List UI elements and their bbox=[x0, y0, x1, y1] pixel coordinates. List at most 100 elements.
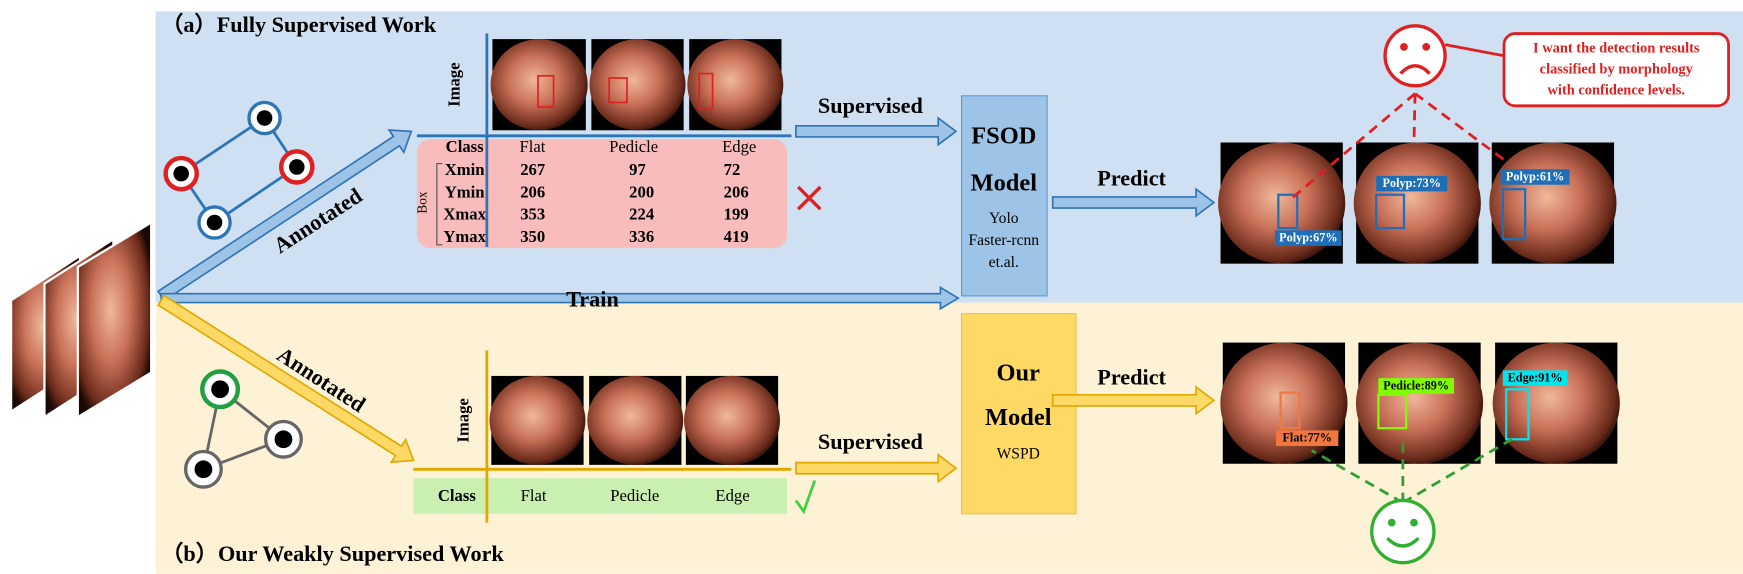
endoscopy-view bbox=[587, 375, 684, 465]
table-cell: Ymax bbox=[443, 227, 486, 246]
links bbox=[1288, 92, 1513, 504]
cross bbox=[796, 185, 822, 211]
det-box bbox=[1501, 188, 1527, 241]
endoscopy-view bbox=[489, 375, 586, 465]
det-label-bg bbox=[1378, 378, 1454, 394]
det-label: Edge:91% bbox=[1508, 371, 1563, 385]
endoscopy-view bbox=[1492, 342, 1620, 464]
table-cell: 200 bbox=[629, 182, 654, 201]
endoscopy-view bbox=[1489, 142, 1617, 264]
table-cell: Edge bbox=[715, 486, 749, 505]
fsod-box bbox=[960, 95, 1048, 297]
callout bbox=[1502, 32, 1730, 108]
table-cell: Class bbox=[438, 486, 476, 505]
endoscopy-view bbox=[589, 39, 686, 131]
arrow bbox=[1051, 187, 1216, 218]
det-box bbox=[1377, 393, 1408, 430]
method: et.al. bbox=[989, 254, 1019, 271]
table-header: Flat bbox=[519, 137, 545, 156]
table-cell: Xmax bbox=[443, 205, 486, 224]
det-label: Pedicle:89% bbox=[1383, 378, 1449, 392]
predict-label: Predict bbox=[1097, 364, 1166, 389]
det-label-bg bbox=[1500, 169, 1570, 185]
table-cell: 353 bbox=[520, 205, 545, 224]
callout-pointer bbox=[1444, 43, 1505, 58]
method: Faster-rcnn bbox=[969, 232, 1040, 249]
det-label: Flat:77% bbox=[1282, 431, 1332, 445]
method: Yolo bbox=[989, 210, 1019, 227]
det-label-bg bbox=[1275, 230, 1342, 246]
gt-box bbox=[537, 74, 555, 108]
table-header: Class bbox=[446, 137, 484, 156]
table-cell: 224 bbox=[629, 205, 655, 224]
image-label: Image bbox=[445, 62, 464, 106]
callout-text: I want the detection results bbox=[1533, 40, 1700, 56]
table-bg bbox=[416, 139, 788, 249]
arrow bbox=[795, 453, 958, 484]
table-cell: 350 bbox=[520, 227, 545, 246]
stack-image bbox=[76, 220, 153, 420]
bracket bbox=[436, 163, 443, 246]
graph-top bbox=[163, 100, 315, 240]
train-label: Train bbox=[566, 287, 619, 312]
table-header: Pedicle bbox=[609, 137, 658, 156]
table-cell: 267 bbox=[520, 160, 545, 179]
table-cell: 336 bbox=[629, 227, 654, 246]
happy-face bbox=[1370, 498, 1436, 565]
endoscopy-view bbox=[490, 39, 588, 131]
model-name: FSOD bbox=[971, 123, 1036, 150]
callout-text: with confidence levels. bbox=[1548, 83, 1686, 99]
arrow bbox=[1051, 385, 1216, 416]
gt-box bbox=[698, 72, 714, 110]
gt-box bbox=[608, 77, 628, 104]
det-box bbox=[1505, 388, 1530, 441]
predict-label: Predict bbox=[1097, 165, 1166, 190]
model-name: Model bbox=[971, 169, 1038, 196]
det-label-bg bbox=[1276, 430, 1339, 446]
callout-text: classified by morphology bbox=[1540, 62, 1694, 78]
det-label: Polyp:61% bbox=[1506, 169, 1564, 183]
arrow bbox=[795, 116, 958, 147]
image-label: Image bbox=[453, 398, 472, 442]
model-name: Model bbox=[985, 404, 1052, 431]
arrow bbox=[160, 285, 960, 311]
box-label: Box bbox=[415, 191, 430, 214]
table-cell: Ymin bbox=[445, 182, 486, 201]
det-box bbox=[1277, 193, 1299, 230]
table-cell: Flat bbox=[521, 486, 547, 505]
graph-bottom bbox=[183, 369, 303, 489]
endoscopy-view bbox=[687, 39, 784, 131]
sad-face bbox=[1383, 24, 1447, 88]
det-box bbox=[1279, 391, 1301, 430]
det-label: Polyp:73% bbox=[1383, 176, 1441, 190]
supervised-label: Supervised bbox=[818, 429, 924, 454]
table-cell: 199 bbox=[724, 205, 749, 224]
table-cell: Xmin bbox=[445, 160, 486, 179]
method: WSPD bbox=[997, 445, 1040, 462]
endoscopy-view bbox=[1355, 342, 1484, 464]
table-cell: 419 bbox=[724, 227, 749, 246]
table-cell: 206 bbox=[724, 182, 749, 201]
model-name: Our bbox=[997, 359, 1041, 386]
table-cell: 72 bbox=[724, 160, 741, 179]
det-label-bg bbox=[1502, 370, 1568, 386]
our-box bbox=[960, 313, 1077, 515]
det-label: Polyp:67% bbox=[1279, 230, 1337, 244]
arrow bbox=[157, 294, 415, 464]
table-header: Edge bbox=[722, 137, 756, 156]
top-title: （a）Fully Supervised Work bbox=[161, 12, 437, 37]
table-cell: Pedicle bbox=[610, 486, 659, 505]
endoscopy-view bbox=[684, 375, 780, 465]
supervised-label: Supervised bbox=[818, 93, 924, 118]
bottom-title: （b）Our Weakly Supervised Work bbox=[161, 541, 504, 566]
det-box bbox=[1375, 193, 1406, 230]
endoscopy-view bbox=[1353, 142, 1481, 264]
table-bg bbox=[413, 478, 788, 514]
table-cell: 97 bbox=[629, 160, 646, 179]
check bbox=[794, 479, 817, 515]
table-cell: 206 bbox=[520, 182, 545, 201]
det-label-bg bbox=[1376, 175, 1448, 192]
arrow bbox=[156, 129, 413, 302]
